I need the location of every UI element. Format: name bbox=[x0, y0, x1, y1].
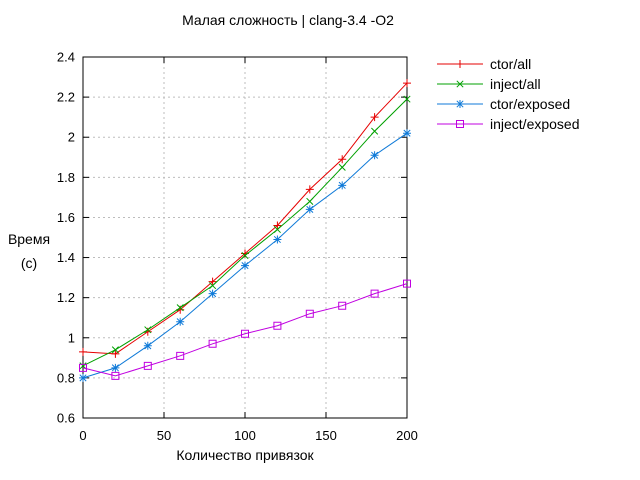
x-tick-label: 50 bbox=[157, 428, 171, 443]
legend-sample-inject-exposed bbox=[437, 120, 483, 128]
cross-marker-icon bbox=[456, 80, 464, 88]
y-tick-label: 2.2 bbox=[57, 90, 75, 105]
series-markers-ctor-exposed bbox=[79, 129, 411, 382]
y-axis-label-line1: Время bbox=[7, 231, 51, 247]
y-axis-label-line2: (с) bbox=[20, 255, 38, 271]
legend-label-inject-exposed: inject/exposed bbox=[490, 116, 580, 132]
y-axis-label: Время (с) bbox=[0, 227, 58, 275]
legend: ctor/all inject/all ctor/exposed inject/exp… bbox=[436, 54, 580, 134]
y-tick-label: 0.8 bbox=[57, 370, 75, 385]
y-tick-label: 1.2 bbox=[57, 290, 75, 305]
y-tick-label: 1 bbox=[68, 330, 75, 345]
chart-title: Малая сложность | clang-3.4 -O2 bbox=[182, 12, 394, 28]
legend-label-inject-all: inject/all bbox=[490, 76, 541, 92]
square-marker-icon bbox=[456, 120, 464, 128]
legend-item-inject-exposed: inject/exposed bbox=[436, 114, 580, 134]
legend-item-ctor-exposed: ctor/exposed bbox=[436, 94, 580, 114]
legend-item-ctor-all: ctor/all bbox=[436, 54, 580, 74]
y-tick-label: 1.6 bbox=[57, 210, 75, 225]
series-markers-ctor-all bbox=[79, 79, 411, 358]
y-tick-label: 2 bbox=[68, 130, 75, 145]
legend-label-ctor-all: ctor/all bbox=[490, 56, 532, 72]
x-tick-label: 0 bbox=[79, 428, 86, 443]
x-tick-label: 100 bbox=[234, 428, 256, 443]
series-markers-inject-exposed bbox=[79, 279, 411, 380]
y-tick-label: 0.6 bbox=[57, 411, 75, 426]
x-tick-label: 150 bbox=[315, 428, 337, 443]
series-markers-inject-all bbox=[79, 95, 411, 370]
y-tick-label: 1.4 bbox=[57, 250, 75, 265]
y-tick-label: 1.8 bbox=[57, 170, 75, 185]
x-axis-label: Количество привязок bbox=[176, 447, 314, 463]
plus-marker-icon bbox=[456, 60, 464, 68]
legend-item-inject-all: inject/all bbox=[436, 74, 580, 94]
legend-sample-ctor-all bbox=[437, 60, 483, 68]
asterisk-marker-icon bbox=[456, 100, 464, 108]
legend-label-ctor-exposed: ctor/exposed bbox=[490, 96, 571, 112]
y-tick-label: 2.4 bbox=[57, 50, 75, 65]
series-line-inject-exposed bbox=[82, 283, 408, 377]
legend-sample-ctor-exposed bbox=[437, 100, 483, 108]
x-tick-label: 200 bbox=[396, 428, 418, 443]
legend-sample-inject-all bbox=[437, 80, 483, 88]
